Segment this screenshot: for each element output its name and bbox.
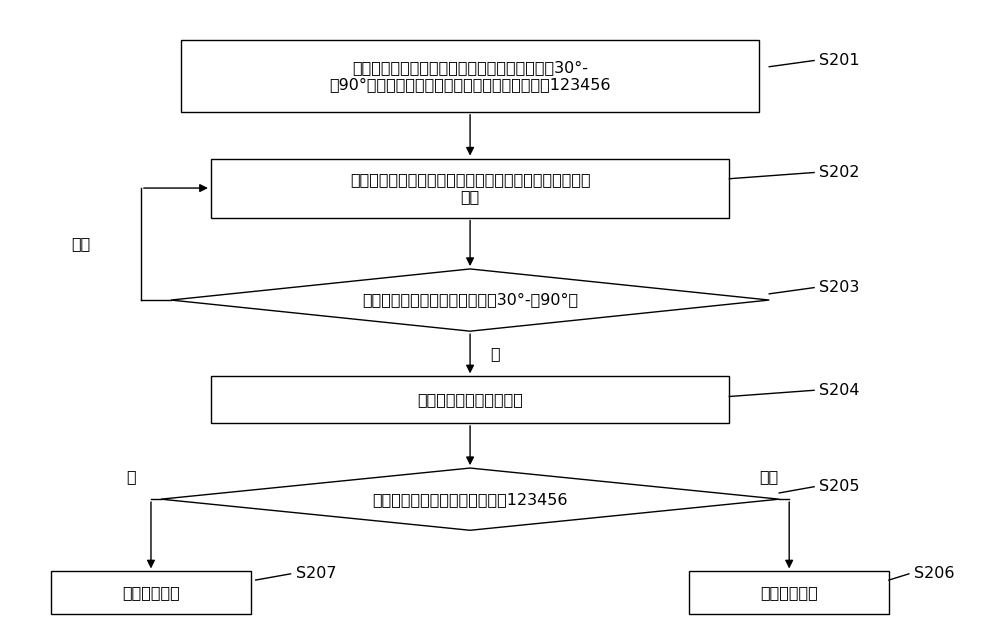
FancyBboxPatch shape (211, 376, 729, 423)
Text: 是: 是 (126, 469, 136, 484)
Text: S205: S205 (819, 479, 860, 494)
Polygon shape (161, 468, 779, 530)
Polygon shape (171, 269, 769, 331)
Text: 终端设置预设条件为终端当前的角度方位值在东30°-
东90°内；终端设置操作指令为密码解锁且密码为123456: 终端设置预设条件为终端当前的角度方位值在东30°- 东90°内；终端设置操作指令… (329, 60, 611, 92)
Text: 终端解锁成功: 终端解锁成功 (122, 585, 180, 600)
Text: S207: S207 (296, 566, 336, 581)
Text: 终端判断用户输入的密码是否为123456: 终端判断用户输入的密码是否为123456 (372, 492, 568, 507)
FancyBboxPatch shape (689, 571, 889, 614)
Text: 是: 是 (490, 346, 500, 361)
Text: S202: S202 (819, 165, 860, 180)
Text: S203: S203 (819, 280, 859, 295)
Text: 不是: 不是 (71, 236, 90, 251)
Text: 终端启动地磁传感器，通过地磁传感器获取当前的角度方
位值: 终端启动地磁传感器，通过地磁传感器获取当前的角度方 位值 (350, 172, 590, 204)
FancyBboxPatch shape (51, 571, 251, 614)
FancyBboxPatch shape (181, 40, 759, 112)
Text: 终端获取用户输入的密码: 终端获取用户输入的密码 (417, 392, 523, 407)
Text: S201: S201 (819, 53, 860, 68)
Text: 终端判断该角度方位值是否在东30°-东90°内: 终端判断该角度方位值是否在东30°-东90°内 (362, 292, 578, 308)
Text: S204: S204 (819, 382, 860, 398)
Text: 终端解锁失败: 终端解锁失败 (760, 585, 818, 600)
Text: S206: S206 (914, 566, 954, 581)
FancyBboxPatch shape (211, 159, 729, 218)
Text: 不是: 不是 (760, 469, 779, 484)
